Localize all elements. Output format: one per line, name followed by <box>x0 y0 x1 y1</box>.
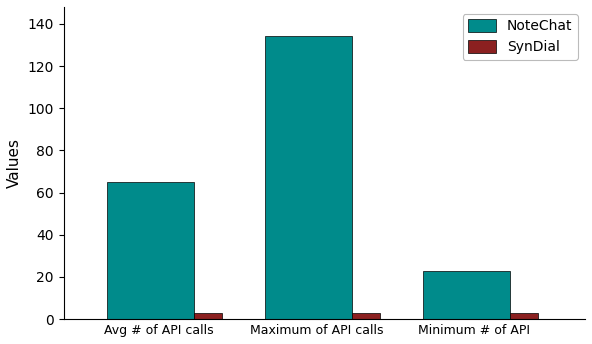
Legend: NoteChat, SynDial: NoteChat, SynDial <box>462 14 578 60</box>
Y-axis label: Values: Values <box>7 138 22 188</box>
Bar <box>194 313 223 319</box>
Bar <box>423 271 510 319</box>
Bar <box>265 36 352 319</box>
Bar <box>352 313 381 319</box>
Bar <box>510 313 539 319</box>
Bar <box>107 182 194 319</box>
